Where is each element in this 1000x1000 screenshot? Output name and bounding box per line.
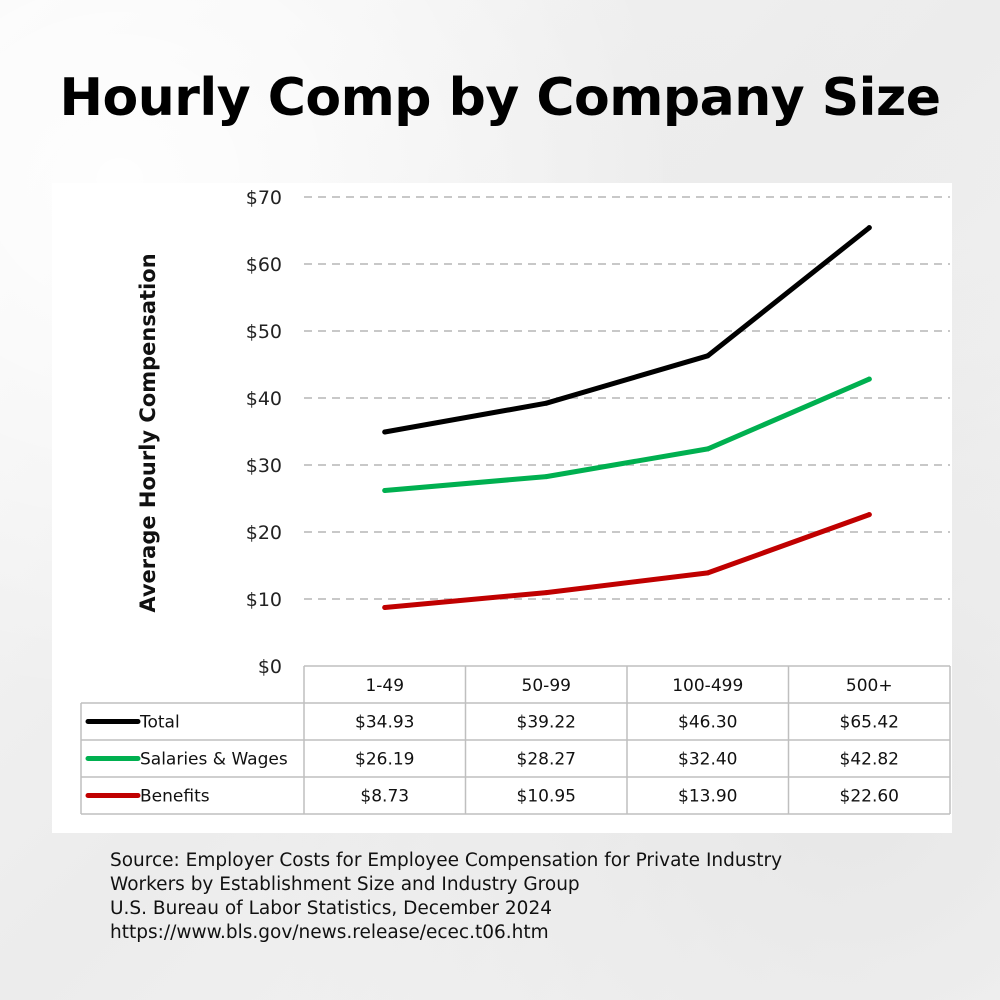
data-point (866, 225, 872, 231)
data-point (866, 512, 872, 518)
source-note: Source: Employer Costs for Employee Comp… (110, 849, 970, 945)
y-tick-label: $50 (246, 321, 282, 343)
data-point (543, 474, 549, 480)
data-table: 1-49 50-99 100-499 500+ Total $34.93 $39.22 $46… (80, 665, 951, 815)
legend-label: Benefits (140, 787, 210, 807)
series-line-1 (382, 376, 872, 493)
series-line-0 (382, 225, 872, 435)
source-line: Workers by Establishment Size and Indust… (110, 874, 580, 895)
legend-label: Total (139, 713, 180, 733)
y-tick-label: $60 (246, 254, 282, 276)
page-title: Hourly Comp by Company Size (59, 68, 941, 128)
chart-panel: $0 $10 $20 $30 $40 $50 $60 $70 Average Hourly C… (52, 183, 952, 833)
table-cell-value: $65.42 (840, 713, 899, 733)
table-cell-value: $34.93 (355, 713, 414, 733)
y-axis-label: Average Hourly Compensation (136, 253, 160, 612)
table-cell-value: $8.73 (360, 787, 409, 807)
grid-lines (304, 196, 950, 600)
data-point (866, 376, 872, 382)
table-cell-value: $28.27 (517, 750, 576, 770)
table-cell-value: $46.30 (678, 713, 737, 733)
series-lines (382, 225, 872, 611)
data-point (543, 400, 549, 406)
y-tick-label: $40 (246, 388, 282, 410)
y-tick-label: $70 (246, 187, 282, 209)
data-point (705, 353, 711, 359)
data-point (705, 446, 711, 452)
source-line: Source: Employer Costs for Employee Comp… (110, 850, 783, 871)
data-point (382, 429, 388, 435)
legend-label: Salaries & Wages (140, 750, 288, 770)
table-cell-value: $39.22 (517, 713, 576, 733)
table-cell-value: $26.19 (355, 750, 414, 770)
x-category-label: 500+ (846, 676, 893, 696)
data-point (382, 488, 388, 494)
data-point (543, 590, 549, 596)
y-tick-label: $10 (246, 589, 282, 611)
y-tick-label: $20 (246, 522, 282, 544)
y-tick-label: $0 (258, 656, 282, 678)
table-cell-value: $42.82 (840, 750, 899, 770)
x-category-label: 50-99 (522, 676, 571, 696)
table-cell-value: $13.90 (678, 787, 737, 807)
y-axis-ticks: $0 $10 $20 $30 $40 $50 $60 $70 (246, 187, 282, 678)
table-cell-value: $32.40 (678, 750, 737, 770)
source-url: https://www.bls.gov/news.release/ecec.t0… (110, 922, 549, 943)
line-chart: $0 $10 $20 $30 $40 $50 $60 $70 Average Hourly C… (80, 187, 951, 815)
y-tick-label: $30 (246, 455, 282, 477)
table-cell-value: $10.95 (517, 787, 576, 807)
series-line-2 (382, 512, 872, 610)
table-cell-value: $22.60 (840, 787, 899, 807)
source-line: U.S. Bureau of Labor Statistics, Decembe… (110, 898, 552, 919)
data-point (705, 570, 711, 576)
data-point (382, 605, 388, 611)
x-category-label: 1-49 (365, 676, 404, 696)
x-category-label: 100-499 (672, 676, 743, 696)
